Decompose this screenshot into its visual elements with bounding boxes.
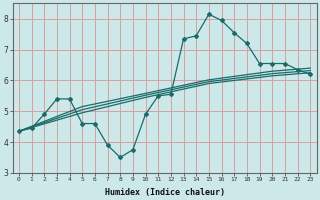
X-axis label: Humidex (Indice chaleur): Humidex (Indice chaleur) (105, 188, 225, 197)
